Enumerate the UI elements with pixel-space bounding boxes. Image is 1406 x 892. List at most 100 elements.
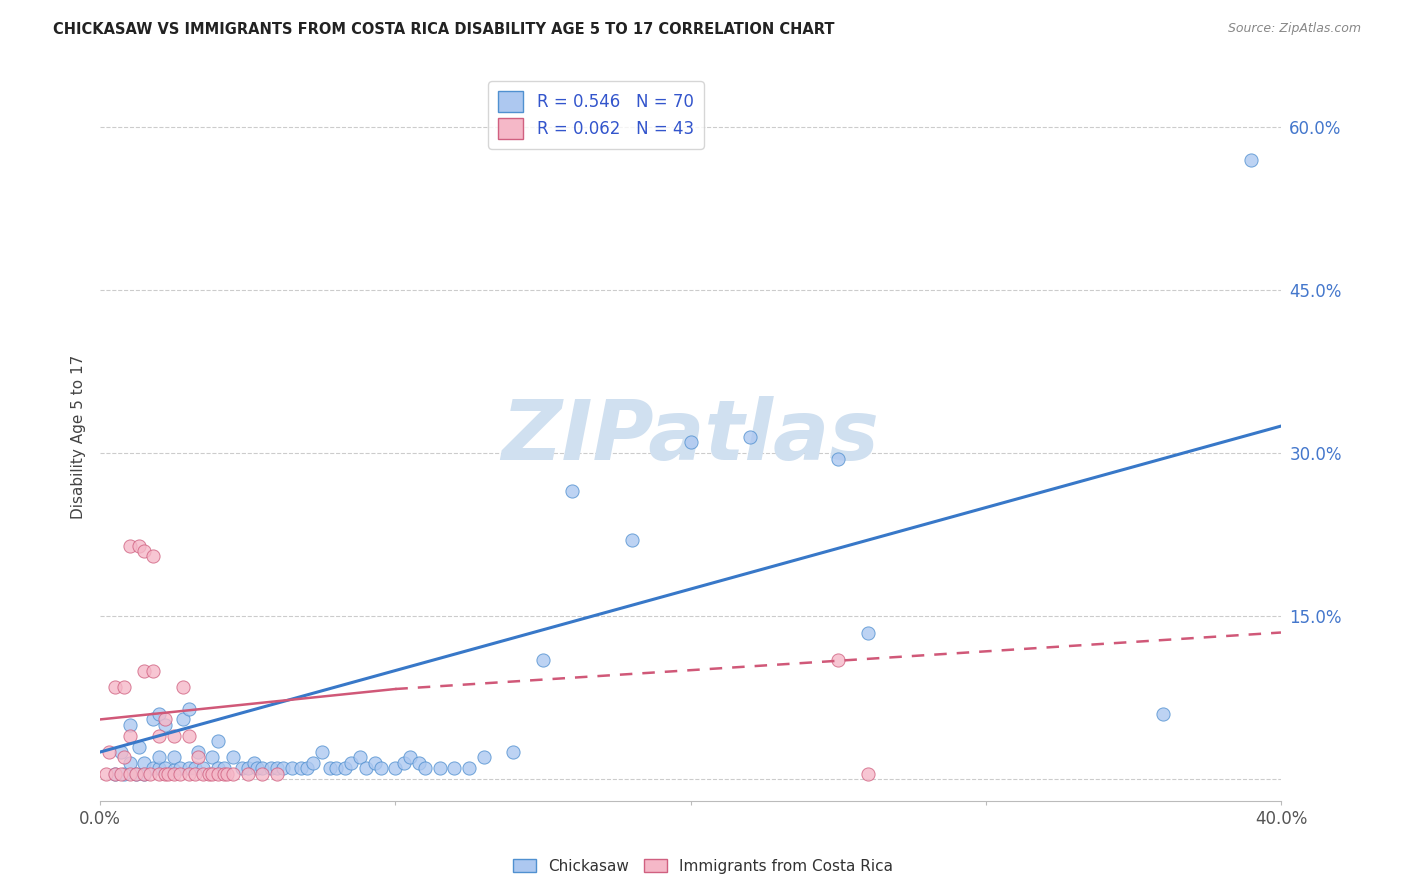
Point bbox=[148, 706, 170, 721]
Point bbox=[134, 544, 156, 558]
Point bbox=[354, 761, 377, 775]
Point bbox=[231, 761, 253, 775]
Point bbox=[856, 766, 879, 780]
Point bbox=[139, 766, 162, 780]
Point bbox=[187, 750, 209, 764]
Point bbox=[134, 756, 156, 770]
Point bbox=[340, 756, 363, 770]
Legend: R = 0.546   N = 70, R = 0.062   N = 43: R = 0.546 N = 70, R = 0.062 N = 43 bbox=[488, 81, 704, 149]
Point bbox=[172, 680, 194, 694]
Point bbox=[201, 750, 224, 764]
Point bbox=[502, 745, 524, 759]
Text: CHICKASAW VS IMMIGRANTS FROM COSTA RICA DISABILITY AGE 5 TO 17 CORRELATION CHART: CHICKASAW VS IMMIGRANTS FROM COSTA RICA … bbox=[53, 22, 835, 37]
Point bbox=[142, 664, 165, 678]
Point bbox=[245, 761, 267, 775]
Point bbox=[222, 750, 245, 764]
Point bbox=[177, 701, 200, 715]
Point bbox=[183, 766, 205, 780]
Point bbox=[163, 729, 186, 743]
Point bbox=[112, 766, 135, 780]
Point bbox=[128, 739, 150, 754]
Point bbox=[183, 761, 205, 775]
Point bbox=[142, 713, 165, 727]
Point bbox=[325, 761, 347, 775]
Point bbox=[679, 435, 702, 450]
Point bbox=[271, 761, 294, 775]
Point bbox=[172, 713, 194, 727]
Point bbox=[177, 766, 200, 780]
Point bbox=[118, 756, 141, 770]
Point bbox=[207, 734, 229, 748]
Point bbox=[169, 766, 191, 780]
Point bbox=[207, 761, 229, 775]
Legend: Chickasaw, Immigrants from Costa Rica: Chickasaw, Immigrants from Costa Rica bbox=[506, 853, 900, 880]
Point bbox=[311, 745, 333, 759]
Point bbox=[118, 539, 141, 553]
Point bbox=[408, 756, 430, 770]
Point bbox=[349, 750, 371, 764]
Point bbox=[134, 664, 156, 678]
Point bbox=[399, 750, 422, 764]
Point bbox=[177, 729, 200, 743]
Point bbox=[104, 680, 127, 694]
Point bbox=[252, 761, 274, 775]
Point bbox=[472, 750, 495, 764]
Point bbox=[153, 766, 176, 780]
Point bbox=[163, 750, 186, 764]
Point bbox=[1152, 706, 1174, 721]
Text: Source: ZipAtlas.com: Source: ZipAtlas.com bbox=[1227, 22, 1361, 36]
Y-axis label: Disability Age 5 to 17: Disability Age 5 to 17 bbox=[72, 355, 86, 519]
Point bbox=[222, 766, 245, 780]
Point bbox=[157, 766, 180, 780]
Point bbox=[620, 533, 643, 548]
Point bbox=[118, 718, 141, 732]
Point bbox=[363, 756, 385, 770]
Point bbox=[104, 766, 127, 780]
Point bbox=[319, 761, 342, 775]
Point bbox=[128, 539, 150, 553]
Point bbox=[118, 729, 141, 743]
Point bbox=[169, 761, 191, 775]
Point bbox=[98, 745, 121, 759]
Point bbox=[384, 761, 406, 775]
Point bbox=[295, 761, 318, 775]
Point bbox=[827, 653, 849, 667]
Point bbox=[142, 549, 165, 564]
Point bbox=[110, 766, 132, 780]
Point bbox=[187, 745, 209, 759]
Point bbox=[177, 761, 200, 775]
Point bbox=[124, 766, 146, 780]
Point bbox=[827, 451, 849, 466]
Point bbox=[134, 766, 156, 780]
Point bbox=[148, 729, 170, 743]
Point bbox=[458, 761, 481, 775]
Point bbox=[370, 761, 392, 775]
Point bbox=[242, 756, 264, 770]
Point bbox=[148, 761, 170, 775]
Point bbox=[153, 761, 176, 775]
Point bbox=[429, 761, 451, 775]
Point bbox=[856, 625, 879, 640]
Point bbox=[333, 761, 356, 775]
Point bbox=[252, 766, 274, 780]
Point bbox=[163, 764, 186, 778]
Point bbox=[134, 766, 156, 780]
Point bbox=[104, 766, 127, 780]
Point bbox=[281, 761, 304, 775]
Point bbox=[201, 766, 224, 780]
Point bbox=[163, 766, 186, 780]
Point bbox=[193, 766, 215, 780]
Point bbox=[413, 761, 436, 775]
Point bbox=[212, 766, 235, 780]
Point bbox=[392, 756, 415, 770]
Point bbox=[193, 761, 215, 775]
Point bbox=[198, 766, 221, 780]
Point bbox=[118, 766, 141, 780]
Point bbox=[142, 761, 165, 775]
Point bbox=[266, 761, 288, 775]
Point bbox=[266, 766, 288, 780]
Point bbox=[236, 766, 259, 780]
Point bbox=[561, 484, 583, 499]
Point bbox=[124, 766, 146, 780]
Point bbox=[260, 761, 283, 775]
